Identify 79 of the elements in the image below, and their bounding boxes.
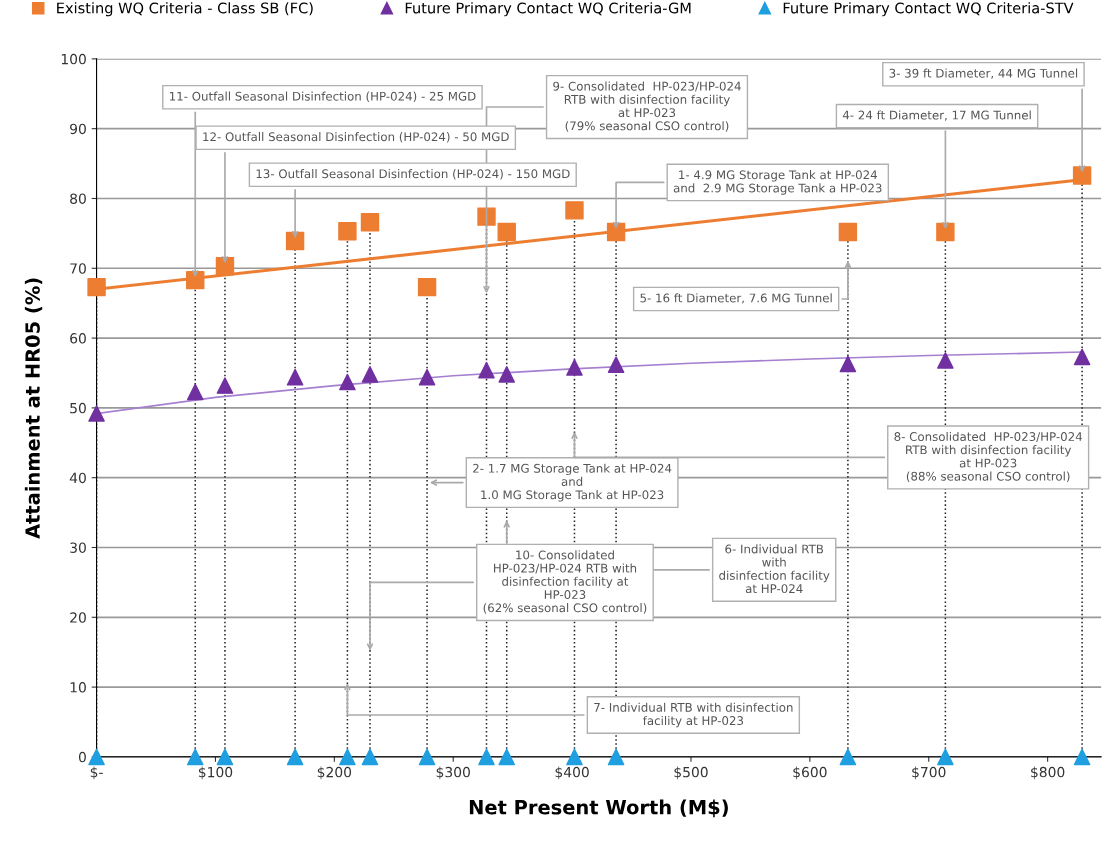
y-tick-label: 60 (70, 333, 86, 344)
point (339, 373, 356, 391)
point (186, 270, 205, 290)
point (88, 405, 105, 422)
x-tick-label: $600 (793, 766, 827, 780)
annotation: 2- 1.7 MG Storage Tank at HP-024 and 1.0 MG Storage Tank at HP-023 (473, 463, 672, 502)
point (216, 377, 234, 394)
annotation: 13- Outfall Seasonal Disinfection (HP-024) - 150 MGD (256, 169, 570, 180)
y-tick-label: 70 (70, 263, 86, 274)
x-tick-label: $500 (674, 766, 708, 780)
x-axis-title: Net Present Worth (M$) (469, 799, 728, 818)
y-axis-title: Attainment at HR05 (%) (24, 278, 43, 539)
point (186, 748, 204, 766)
y-tick-label: 50 (70, 402, 86, 414)
point (1072, 166, 1092, 185)
annotation: 10- Consolidated HP-023/HP-024 RTB with disinfection facility at HP-023 (62% seasonal CSO control) (483, 550, 647, 614)
point (418, 748, 436, 766)
point (498, 366, 516, 383)
y-tick-label: 100 (61, 53, 86, 65)
annotation: 4- 24 ft Diameter, 17 MG Tunnel (842, 110, 1031, 121)
annotation: 9- Consolidated HP-023/HP-024 RTB with disinfection facility at HP-023 (79% seasonal CSO control) (553, 81, 741, 132)
point (498, 748, 516, 766)
point (937, 352, 954, 369)
point (838, 222, 858, 242)
point (478, 361, 495, 379)
point (418, 368, 436, 386)
point (360, 213, 380, 232)
point (286, 748, 304, 766)
x-tick-label: $100 (198, 766, 233, 780)
point (1073, 348, 1091, 366)
annotation: 12- Outfall Seasonal Disinfection (HP-024) - 50 MGD (203, 132, 509, 143)
y-tick-label: 0 (78, 751, 86, 763)
x-tick-label: $- (90, 766, 103, 780)
point (565, 201, 584, 220)
point (361, 748, 379, 766)
annotation: 6- Individual RTB with disinfection facility at HP-024 (719, 544, 830, 594)
point (936, 222, 955, 242)
point (566, 748, 583, 766)
point (186, 383, 204, 401)
x-tick-label: $200 (317, 766, 352, 780)
legend-label: Future Primary Contact WQ Criteria-STV (783, 2, 1074, 17)
point (607, 748, 625, 766)
annotation: 11- Outfall Seasonal Disinfection (HP-024) - 25 MGD (169, 91, 476, 103)
point (285, 231, 305, 251)
point (937, 748, 954, 766)
point (607, 356, 625, 373)
point (215, 256, 235, 276)
annotation: 8- Consolidated HP-023/HP-024 RTB with disinfection facility at HP-023 (88% seasonal CSO control) (894, 431, 1083, 483)
point (478, 748, 495, 766)
annotation: 5- 16 ft Diameter, 7.6 MG Tunnel (640, 293, 832, 304)
point (606, 222, 626, 242)
point (1073, 748, 1091, 766)
y-tick-label: 80 (70, 193, 86, 204)
x-tick-label: $300 (436, 766, 470, 780)
point (361, 366, 379, 383)
annotation: 1- 4.9 MG Storage Tank at HP-024 and 2.9 MG Storage Tank a HP-023 (673, 170, 882, 195)
point (88, 748, 105, 766)
y-tick-label: 90 (70, 123, 86, 135)
annotation: 7- Individual RTB with disinfection facility at HP-023 (594, 702, 793, 728)
y-tick-label: 40 (69, 472, 86, 484)
x-tick-label: $700 (912, 766, 946, 780)
point (497, 222, 516, 242)
y-tick-label: 10 (70, 682, 86, 693)
point (839, 355, 857, 373)
point (286, 368, 304, 386)
annotation: 3- 39 ft Diameter, 44 MG Tunnel (889, 68, 1078, 79)
x-tick-label: $800 (1031, 766, 1065, 780)
point (87, 277, 106, 297)
point (338, 222, 357, 241)
point (339, 748, 356, 766)
y-tick-label: 30 (70, 542, 86, 553)
point (417, 277, 437, 297)
y-tick-label: 20 (70, 612, 86, 623)
point (216, 748, 234, 766)
legend-label: Existing WQ Criteria - Class SB (FC) (57, 2, 313, 17)
legend-label: Future Primary Contact WQ Criteria-GM (405, 2, 691, 17)
point (566, 359, 583, 376)
x-tick-label: $400 (555, 766, 589, 780)
point (839, 748, 857, 766)
